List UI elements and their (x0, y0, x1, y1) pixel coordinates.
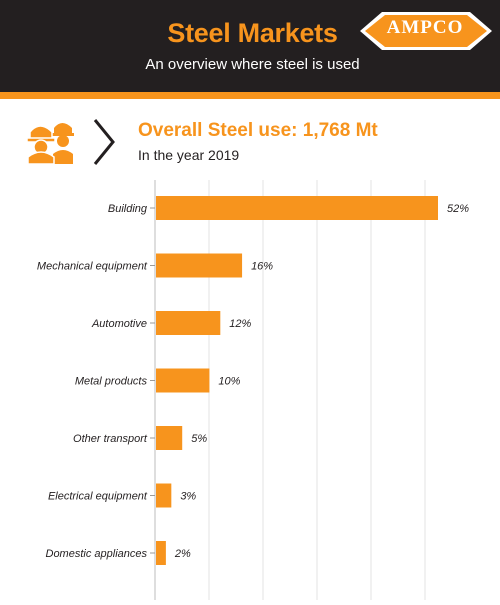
registered-mark: ® (468, 33, 475, 43)
bar (156, 311, 221, 335)
category-label: Mechanical equipment (37, 261, 148, 273)
bar-chart: Building 52% Mechanical equipment 16% Automo… (37, 180, 469, 600)
summary-title: Overall Steel use: 1,768 Mt (138, 120, 378, 141)
category-label: Metal products (75, 376, 148, 388)
value-label: 2% (174, 548, 191, 560)
value-label: 52% (447, 203, 469, 215)
ampco-logo (360, 12, 492, 50)
value-label: 5% (191, 433, 207, 445)
category-label: Electrical equipment (48, 491, 148, 503)
value-label: 3% (180, 491, 196, 503)
logo-text: AMPCO (386, 17, 464, 38)
value-label: 10% (218, 376, 240, 388)
category-label: Domestic appliances (46, 548, 148, 560)
bar (156, 426, 183, 450)
bar (156, 196, 438, 220)
value-label: 16% (251, 261, 273, 273)
category-label: Other transport (73, 433, 148, 445)
category-label: Automotive (91, 318, 147, 330)
value-label: 12% (229, 318, 251, 330)
bar (156, 541, 166, 565)
page-subtitle: An overview where steel is used (145, 56, 360, 73)
worker-helmet-icon (26, 123, 74, 164)
bar (156, 483, 172, 508)
chevron-right-icon (93, 119, 115, 165)
page-title: Steel Markets (167, 18, 338, 48)
header-accent-stripe (0, 92, 500, 99)
category-label: Building (108, 203, 148, 215)
bar (156, 253, 243, 278)
bar (156, 368, 210, 393)
summary-subtitle: In the year 2019 (138, 147, 240, 163)
